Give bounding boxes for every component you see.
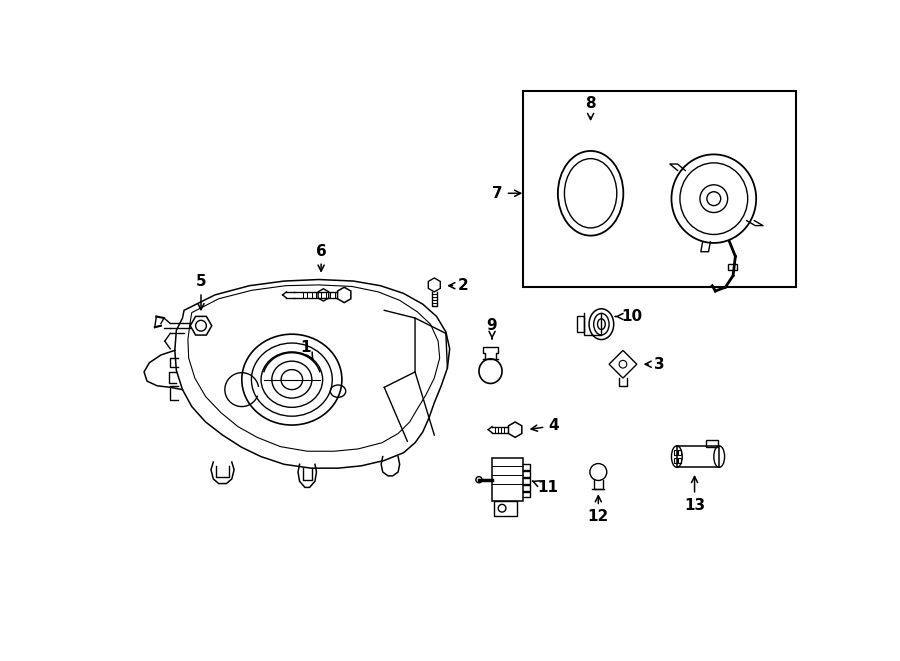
Text: 8: 8 — [585, 97, 596, 120]
Bar — [523, 91, 796, 288]
Bar — [674, 458, 677, 463]
Text: 7: 7 — [492, 186, 521, 201]
Text: 1: 1 — [301, 340, 313, 360]
Text: 2: 2 — [449, 278, 469, 293]
Bar — [492, 458, 523, 500]
Text: 6: 6 — [316, 243, 327, 271]
Bar — [674, 450, 677, 455]
Text: 5: 5 — [195, 274, 206, 310]
Text: 4: 4 — [531, 418, 559, 434]
Text: 3: 3 — [645, 357, 664, 371]
Bar — [577, 317, 584, 332]
Bar — [728, 264, 737, 270]
Text: 12: 12 — [588, 496, 609, 524]
Bar — [706, 440, 717, 447]
Bar — [679, 450, 681, 455]
Bar — [679, 458, 681, 463]
Bar — [677, 446, 719, 467]
Text: 10: 10 — [616, 309, 642, 324]
Text: 13: 13 — [684, 477, 705, 513]
Bar — [494, 500, 518, 516]
Text: 9: 9 — [487, 318, 498, 339]
Text: 11: 11 — [532, 480, 559, 495]
